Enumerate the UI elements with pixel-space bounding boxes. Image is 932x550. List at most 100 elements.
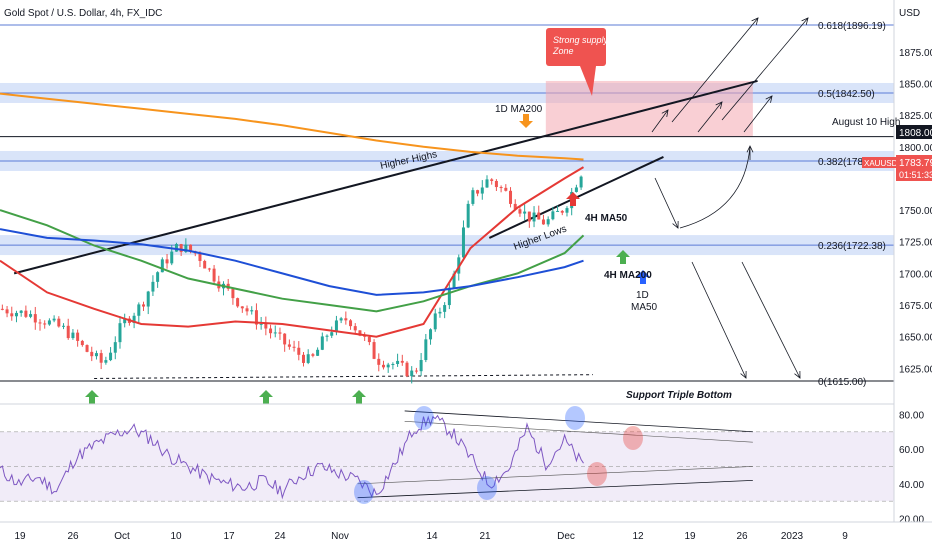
last-price-tag: XAUUSD 1783.79 01:51:33 [862, 155, 932, 181]
candle-body [461, 227, 465, 258]
rsi-tick-0: 80.00 [899, 410, 924, 421]
symbol-tag: XAUUSD [864, 159, 898, 168]
supply-zone-callout [546, 28, 606, 66]
rsi-highlight-5 [623, 426, 643, 450]
rsi-tick-3: 20.00 [899, 515, 924, 526]
candle-body [14, 312, 18, 317]
candle-body [452, 273, 456, 288]
candle-body [325, 335, 329, 337]
time-tick-14: 9 [842, 531, 848, 542]
candle-body [278, 332, 282, 334]
time-tick-8: 21 [479, 531, 491, 542]
candle-body [62, 325, 66, 327]
rsi-highlight-1 [414, 406, 434, 430]
candle-body [372, 342, 376, 359]
candle-body [537, 212, 541, 220]
candle-body [494, 180, 498, 188]
fib-level-0618: 0.618(1896.19) [818, 21, 886, 32]
candle-body [123, 318, 127, 324]
chart-title: Gold Spot / U.S. Dollar, 4h, FX_IDC [4, 8, 162, 19]
candle-body [245, 308, 249, 312]
candle-body [320, 336, 324, 350]
candle-body [5, 309, 9, 314]
countdown-value: 01:51:33 [899, 170, 932, 180]
price-tick-3: 1800.00 [899, 143, 932, 154]
candle-body [344, 318, 348, 321]
moving-averages [0, 92, 585, 338]
price-tick-2: 1825.00 [899, 111, 932, 122]
proj-arrow-down-3-head [794, 370, 801, 379]
candle-body [24, 310, 28, 317]
candle-body [132, 315, 136, 323]
proj-arrow-down-2 [691, 261, 747, 379]
proj-arrow-down-2-head [740, 370, 747, 379]
proj-arrow-down-1 [654, 177, 679, 229]
candle-body [377, 358, 381, 365]
currency-label: USD [899, 8, 920, 19]
candle-body [165, 259, 169, 264]
fib-level-0: 0(1615.00) [818, 377, 866, 388]
candle-body [396, 360, 400, 365]
candle-body [353, 326, 357, 331]
candle-body [358, 330, 362, 336]
candle-body [137, 304, 141, 316]
ma200-4h-label: 4H MA200 [604, 270, 652, 281]
support-dotted-line [94, 374, 593, 379]
candle-body [480, 187, 484, 194]
candle-body [231, 288, 235, 299]
candle-body [66, 325, 70, 339]
candle-body [19, 310, 23, 313]
price-tick-5: 1725.00 [899, 238, 932, 249]
candle-body [269, 328, 273, 334]
candle-body [391, 364, 395, 366]
august-high-label: August 10 High [832, 117, 900, 128]
marked-level-value: 1808.00 [899, 128, 932, 139]
candle-body [476, 190, 480, 194]
candle-body [381, 364, 385, 368]
candle-body [400, 360, 404, 363]
rsi-highlight-2 [477, 476, 497, 500]
candle-body [71, 332, 75, 339]
candle-body [546, 219, 550, 225]
ma200-4h-arrow [616, 250, 630, 264]
candle-body [160, 259, 164, 273]
candle-body [367, 336, 371, 343]
candle-body [198, 253, 202, 261]
last-price-bg [896, 155, 932, 169]
rsi-highlight-4 [587, 462, 607, 486]
candle-body [405, 362, 409, 377]
candle-body [438, 311, 442, 314]
candle-body [490, 179, 494, 181]
proj-arrow-5-head [801, 17, 809, 25]
candle-body [142, 304, 146, 307]
candle-body [113, 342, 117, 353]
candle-body [443, 305, 447, 312]
candle-body [99, 353, 103, 363]
ma-line-4h-ma50 [0, 166, 585, 338]
candle-body [104, 360, 108, 363]
candle-body [33, 314, 37, 323]
rsi-trend-top [404, 410, 753, 433]
proj-arrow-4 [671, 17, 759, 123]
rsi-pane [0, 403, 894, 504]
candle-body [541, 219, 545, 225]
time-tick-11: 19 [684, 531, 696, 542]
candle-body [29, 314, 33, 317]
trend-lines [0, 79, 894, 382]
candle-body [339, 318, 343, 321]
candle-body [419, 360, 423, 372]
candle-body [349, 320, 353, 327]
candle-body [433, 313, 437, 330]
candle-body [386, 364, 390, 368]
time-tick-10: 12 [632, 531, 644, 542]
rsi-highlight-3 [565, 406, 585, 430]
candle-body [156, 272, 160, 282]
rsi-highlight-0 [354, 480, 374, 504]
signal-markers [85, 114, 650, 404]
triple-bottom-arrow-3 [352, 390, 366, 404]
candle-body [424, 339, 428, 361]
ma50-4h-arrow [566, 192, 580, 206]
candle-body [146, 291, 150, 307]
